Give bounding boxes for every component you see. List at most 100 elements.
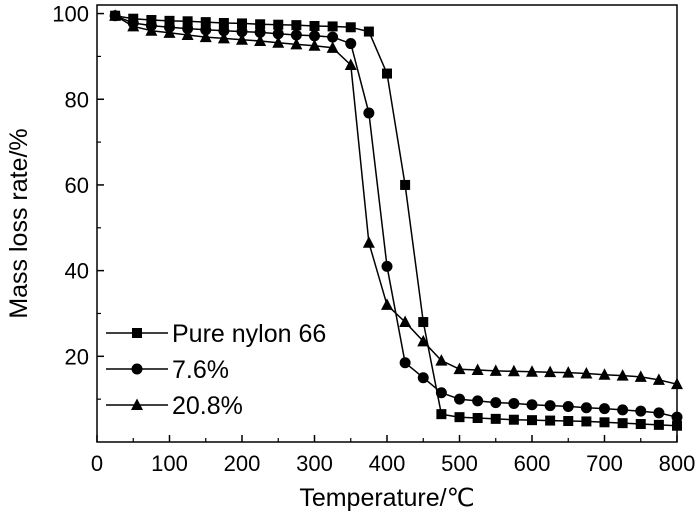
x-tick-label: 100	[151, 451, 188, 476]
data-point	[255, 19, 266, 30]
data-point	[131, 398, 143, 410]
data-point	[272, 28, 284, 40]
x-tick-label: 0	[91, 451, 103, 476]
data-point	[454, 412, 465, 423]
x-tick-label: 300	[296, 451, 333, 476]
series-1	[110, 10, 682, 431]
data-point	[526, 399, 538, 411]
data-point	[417, 372, 429, 384]
data-point	[237, 18, 247, 29]
data-point	[309, 30, 320, 42]
data-point	[418, 317, 429, 328]
data-point	[164, 15, 175, 26]
legend-label: Pure nylon 66	[172, 320, 326, 348]
x-tick-label: 600	[514, 451, 551, 476]
data-point	[272, 36, 285, 48]
data-point	[453, 362, 466, 375]
data-point	[163, 26, 176, 38]
data-point	[290, 37, 303, 50]
data-point	[273, 19, 284, 30]
y-tick-label: 100	[52, 2, 89, 27]
data-point	[200, 24, 212, 36]
data-point	[599, 417, 610, 428]
data-point	[580, 366, 593, 379]
data-point	[132, 328, 142, 338]
y-axis-title: Mass loss rate/%	[5, 128, 33, 318]
data-point	[363, 26, 374, 37]
data-point	[490, 413, 501, 424]
data-point	[236, 33, 248, 45]
data-point	[218, 17, 229, 28]
data-point	[399, 315, 412, 328]
data-point	[472, 413, 483, 424]
y-tick-label: 40	[65, 259, 89, 284]
legend: Pure nylon 66 7.6% 20.8%	[106, 320, 326, 420]
y-tick-label: 20	[65, 344, 89, 369]
legend-item: Pure nylon 66	[106, 320, 326, 348]
data-point	[471, 363, 484, 376]
legend-label: 7.6%	[172, 356, 229, 384]
data-point	[381, 298, 393, 310]
data-point	[489, 364, 502, 376]
data-point	[544, 400, 556, 412]
data-point	[454, 393, 465, 405]
data-point	[507, 364, 520, 377]
data-point	[345, 22, 356, 33]
data-point	[508, 414, 519, 425]
data-point	[345, 38, 357, 50]
data-point	[652, 373, 665, 385]
data-point	[254, 26, 266, 38]
data-point	[527, 415, 537, 426]
data-point	[399, 357, 411, 369]
y-axis: 20 40 60 80 100	[52, 2, 104, 400]
data-point	[109, 9, 122, 21]
x-tick-label: 400	[369, 451, 406, 476]
data-point	[617, 418, 628, 429]
data-point	[145, 24, 158, 36]
data-point	[653, 419, 664, 430]
data-point	[417, 334, 430, 347]
data-point	[217, 31, 230, 44]
data-point	[562, 400, 574, 412]
data-point	[581, 416, 592, 427]
data-point	[290, 29, 302, 41]
x-tick-label: 500	[441, 451, 478, 476]
data-point	[616, 369, 629, 381]
data-point	[344, 58, 357, 70]
data-point	[472, 395, 484, 407]
data-point	[436, 409, 447, 420]
legend-item: 20.8%	[106, 392, 243, 420]
data-point	[508, 397, 520, 409]
legend-item: 7.6%	[106, 356, 229, 384]
data-point	[291, 20, 302, 31]
data-point	[326, 41, 339, 53]
x-tick-label: 800	[659, 451, 696, 476]
data-point	[563, 416, 574, 427]
data-point	[181, 28, 194, 40]
data-point	[218, 25, 230, 37]
data-point	[598, 368, 611, 380]
data-point	[381, 260, 393, 272]
data-point	[526, 365, 538, 377]
data-point	[653, 407, 665, 419]
x-tick-label: 200	[224, 451, 261, 476]
series-layer	[109, 9, 683, 431]
data-point	[182, 16, 193, 27]
legend-label: 20.8%	[172, 392, 243, 420]
data-point	[308, 39, 321, 51]
data-point	[545, 415, 556, 426]
data-point	[236, 26, 248, 38]
data-point	[146, 14, 157, 25]
data-point	[200, 17, 211, 28]
data-point	[580, 402, 592, 414]
data-point	[435, 387, 447, 399]
data-point	[400, 179, 411, 190]
x-axis: 0 100 200 300 400 500 600 700 800	[91, 435, 695, 476]
data-point	[635, 419, 646, 430]
data-point	[435, 354, 448, 366]
data-point	[599, 403, 610, 415]
data-point	[131, 363, 143, 375]
series-3	[109, 9, 683, 390]
data-point	[254, 34, 267, 46]
